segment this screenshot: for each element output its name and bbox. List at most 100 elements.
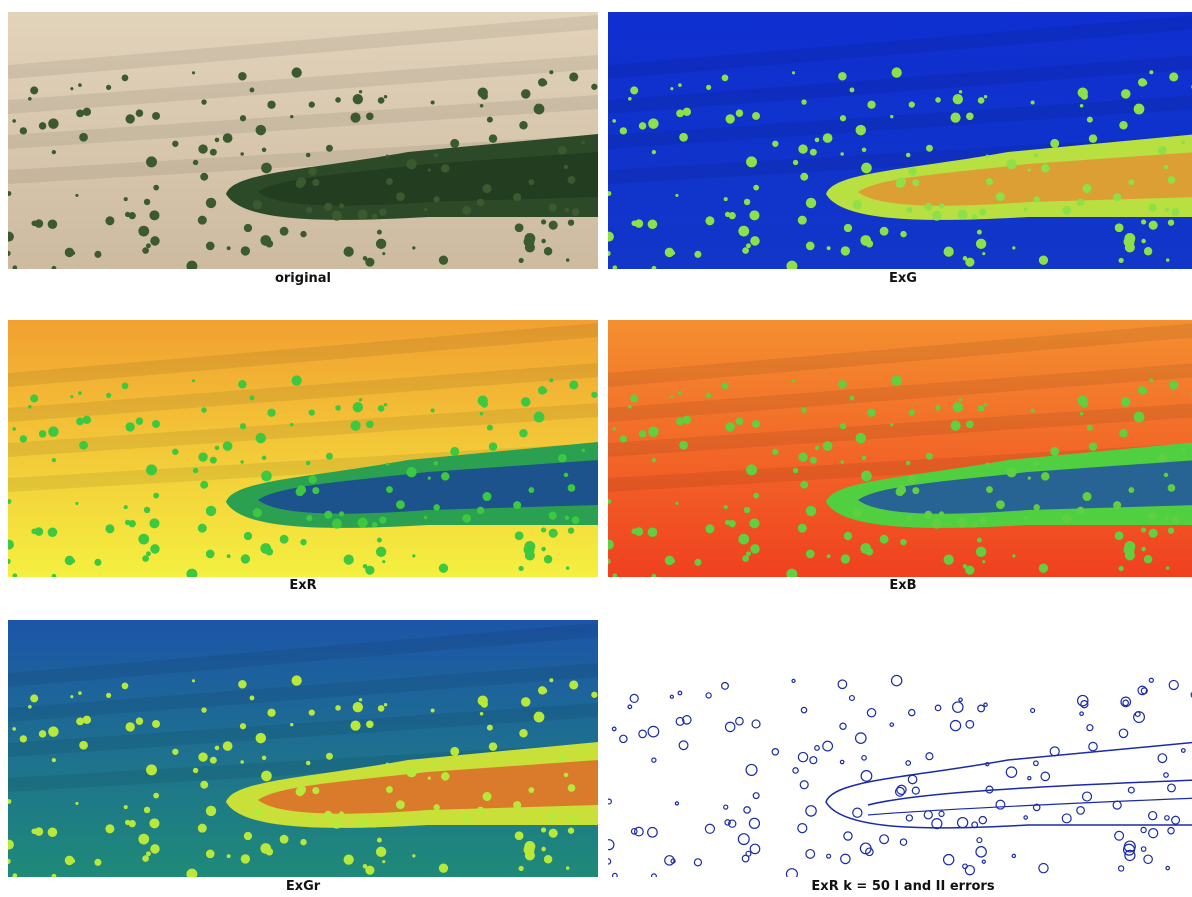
blob (386, 763, 389, 766)
blob (30, 86, 38, 94)
blob (292, 67, 302, 77)
blob (312, 787, 319, 794)
blob (198, 216, 207, 225)
blob (753, 493, 759, 499)
blob (800, 173, 808, 181)
blob (386, 463, 389, 466)
blob (439, 864, 448, 873)
blob (478, 695, 488, 705)
blob (549, 378, 553, 382)
blob (856, 125, 866, 135)
blob (1128, 179, 1134, 185)
blob (1141, 547, 1146, 552)
blob (1144, 247, 1152, 255)
blob (384, 403, 387, 406)
blob (652, 458, 656, 462)
blob (966, 112, 974, 120)
blob (840, 423, 846, 429)
blob (227, 246, 231, 250)
blob (431, 100, 435, 104)
blob (977, 230, 982, 235)
blob (844, 532, 852, 540)
blob (146, 764, 157, 775)
blob (528, 787, 534, 793)
blob (280, 835, 289, 844)
blob (906, 207, 912, 213)
blob (366, 112, 374, 120)
blob (256, 125, 266, 135)
blob (953, 402, 963, 412)
blob (572, 516, 580, 524)
blob (1138, 78, 1147, 87)
blob (798, 524, 807, 533)
blob (1141, 239, 1146, 244)
blob (806, 242, 815, 251)
blob (815, 138, 820, 143)
blob (372, 822, 378, 828)
blob (746, 243, 751, 248)
blob (752, 420, 760, 428)
blob (480, 412, 484, 416)
blob (1062, 206, 1071, 215)
blob (240, 152, 243, 155)
blob (376, 547, 386, 557)
blob (201, 707, 206, 712)
caption: ExB (608, 578, 1192, 593)
blob (144, 507, 150, 513)
blob (412, 246, 415, 249)
blob (1062, 514, 1071, 523)
blob (290, 423, 293, 426)
blob (1165, 516, 1169, 520)
blob (569, 72, 578, 81)
blob (201, 99, 206, 104)
blob (890, 423, 893, 426)
blob (1119, 258, 1124, 263)
blob (344, 555, 354, 565)
blob (725, 520, 730, 525)
blob (326, 753, 333, 760)
blob (581, 749, 585, 753)
blob (523, 700, 528, 705)
blob (149, 518, 159, 528)
blob (862, 148, 867, 153)
blob (798, 144, 807, 153)
blob (792, 71, 795, 74)
blob (944, 555, 954, 565)
blob (306, 515, 312, 521)
blob (738, 534, 749, 545)
blob (850, 396, 855, 401)
blob (519, 729, 527, 737)
blob (240, 423, 246, 429)
blob (549, 512, 557, 520)
blob (972, 214, 978, 220)
blob (424, 516, 427, 519)
blob (648, 219, 658, 229)
blob (372, 522, 378, 528)
blob (1158, 146, 1167, 155)
blob (12, 119, 16, 123)
blob (94, 559, 101, 566)
blob (568, 784, 576, 792)
blob (1050, 447, 1059, 456)
blob (568, 528, 574, 534)
blob (572, 208, 580, 216)
blob (441, 164, 450, 173)
blob (538, 686, 547, 695)
blob (365, 866, 374, 875)
blob (324, 811, 332, 819)
blob (565, 516, 569, 520)
blob (201, 407, 206, 412)
blob (581, 141, 585, 145)
blob (972, 522, 978, 528)
blob (1141, 219, 1146, 224)
panel: original (8, 12, 598, 269)
blob (549, 221, 558, 230)
blob (480, 712, 484, 716)
blob (572, 816, 580, 824)
blob (483, 792, 492, 801)
blob (519, 566, 524, 571)
panel-image (608, 320, 1192, 577)
blob (487, 425, 493, 431)
blob (138, 534, 149, 545)
blob (192, 679, 195, 682)
